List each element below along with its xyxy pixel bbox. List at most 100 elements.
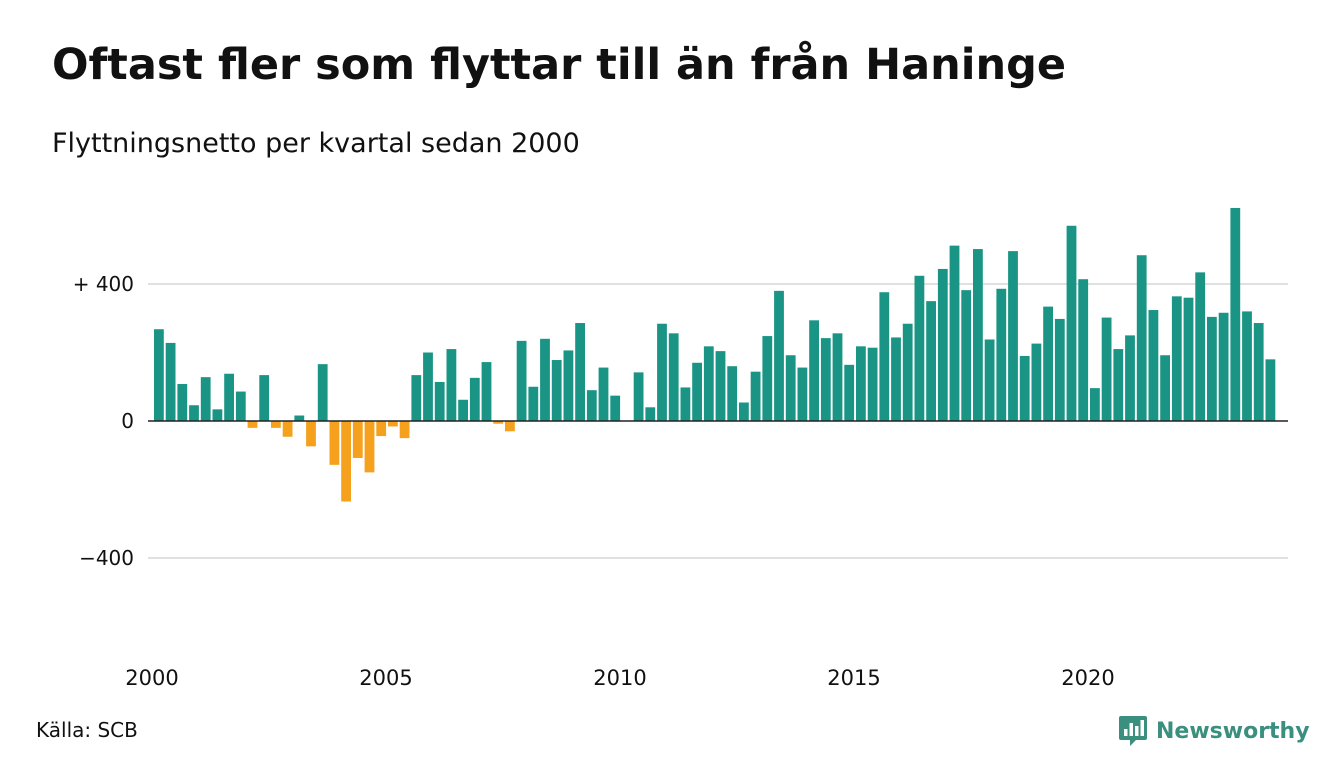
bar (879, 292, 890, 421)
bar (1113, 349, 1124, 421)
x-axis-tick-labels: 2000 2005 2010 2015 2020 (125, 666, 1114, 690)
x-tick-label: 2005 (359, 666, 412, 690)
bar (177, 384, 188, 421)
grid-lines (148, 283, 1288, 559)
bar (1054, 318, 1065, 422)
bar (1031, 343, 1042, 422)
bar (774, 290, 784, 421)
bar (423, 352, 433, 421)
bar (469, 377, 480, 422)
bar (575, 323, 585, 421)
bar (212, 409, 223, 422)
bar (165, 342, 176, 421)
bar (598, 367, 609, 421)
bar (785, 355, 796, 421)
y-tick-label: 0 (121, 409, 134, 433)
bar (1218, 312, 1229, 421)
newsworthy-logo[interactable]: Newsworthy (1118, 714, 1310, 748)
bar (1253, 323, 1264, 421)
bar (1090, 388, 1100, 421)
bar (200, 377, 211, 421)
bar (715, 351, 726, 421)
bar (1171, 296, 1182, 421)
bar (820, 338, 831, 422)
bar (961, 290, 972, 421)
bar (1066, 225, 1077, 421)
bar (259, 375, 270, 422)
bar (867, 347, 878, 421)
chart-subtitle: Flyttningsnetto per kvartal sedan 2000 (52, 128, 580, 159)
x-tick-label: 2020 (1061, 666, 1114, 690)
bar (727, 366, 738, 421)
bar (645, 407, 656, 421)
bar (1195, 272, 1206, 422)
bar (551, 360, 562, 421)
y-tick-label: −400 (79, 546, 134, 570)
bar (891, 337, 901, 421)
bar (914, 275, 925, 421)
x-tick-label: 2010 (593, 666, 646, 690)
bar (294, 415, 305, 421)
bar (434, 381, 445, 421)
bar (317, 364, 328, 421)
x-tick-label: 2000 (125, 666, 178, 690)
bar (680, 387, 691, 422)
bar (224, 373, 234, 422)
bar (668, 333, 679, 421)
bar (984, 339, 995, 422)
y-tick-label: + 400 (73, 272, 134, 296)
bar (973, 249, 983, 421)
bar (528, 386, 539, 421)
bar (1008, 251, 1018, 421)
bar (633, 372, 644, 422)
bar (856, 346, 866, 421)
bar (235, 391, 246, 422)
bar (154, 329, 164, 421)
x-tick-label: 2015 (827, 666, 880, 690)
bar (739, 402, 749, 421)
bar (446, 349, 457, 421)
bar (1230, 207, 1241, 421)
bar (902, 323, 913, 421)
bar (1183, 297, 1194, 421)
bar (610, 395, 621, 421)
bar (1160, 355, 1170, 421)
source-label: Källa: SCB (36, 718, 138, 742)
bar (1136, 255, 1147, 421)
bar (657, 323, 667, 421)
bar (563, 350, 574, 421)
bars (154, 207, 1276, 502)
bar (1207, 316, 1217, 421)
bar (937, 268, 948, 421)
bar (844, 364, 855, 421)
bar (586, 390, 597, 422)
bar (1078, 279, 1089, 421)
bar (388, 421, 398, 427)
bar (809, 320, 819, 422)
bar (996, 288, 1007, 421)
bar (329, 421, 340, 465)
y-axis-tick-labels: + 400 0 −400 (73, 272, 134, 570)
bar (282, 421, 293, 437)
bar (1043, 306, 1053, 422)
bar (352, 421, 363, 458)
bar (247, 421, 258, 428)
bar (540, 338, 550, 421)
bar (832, 333, 843, 421)
newsworthy-logo-icon (1119, 716, 1147, 746)
bar (411, 375, 422, 422)
bar (750, 371, 761, 421)
bar (1019, 355, 1030, 422)
chart-title: Oftast fler som flyttar till än från Han… (52, 40, 1067, 90)
bar (364, 421, 375, 473)
bar (376, 421, 387, 437)
bar (271, 421, 281, 428)
bar (481, 362, 492, 421)
bar (762, 336, 773, 421)
bar (516, 340, 527, 422)
bar (949, 245, 960, 421)
bar (797, 367, 808, 421)
bar (926, 301, 936, 422)
bar (189, 405, 199, 422)
